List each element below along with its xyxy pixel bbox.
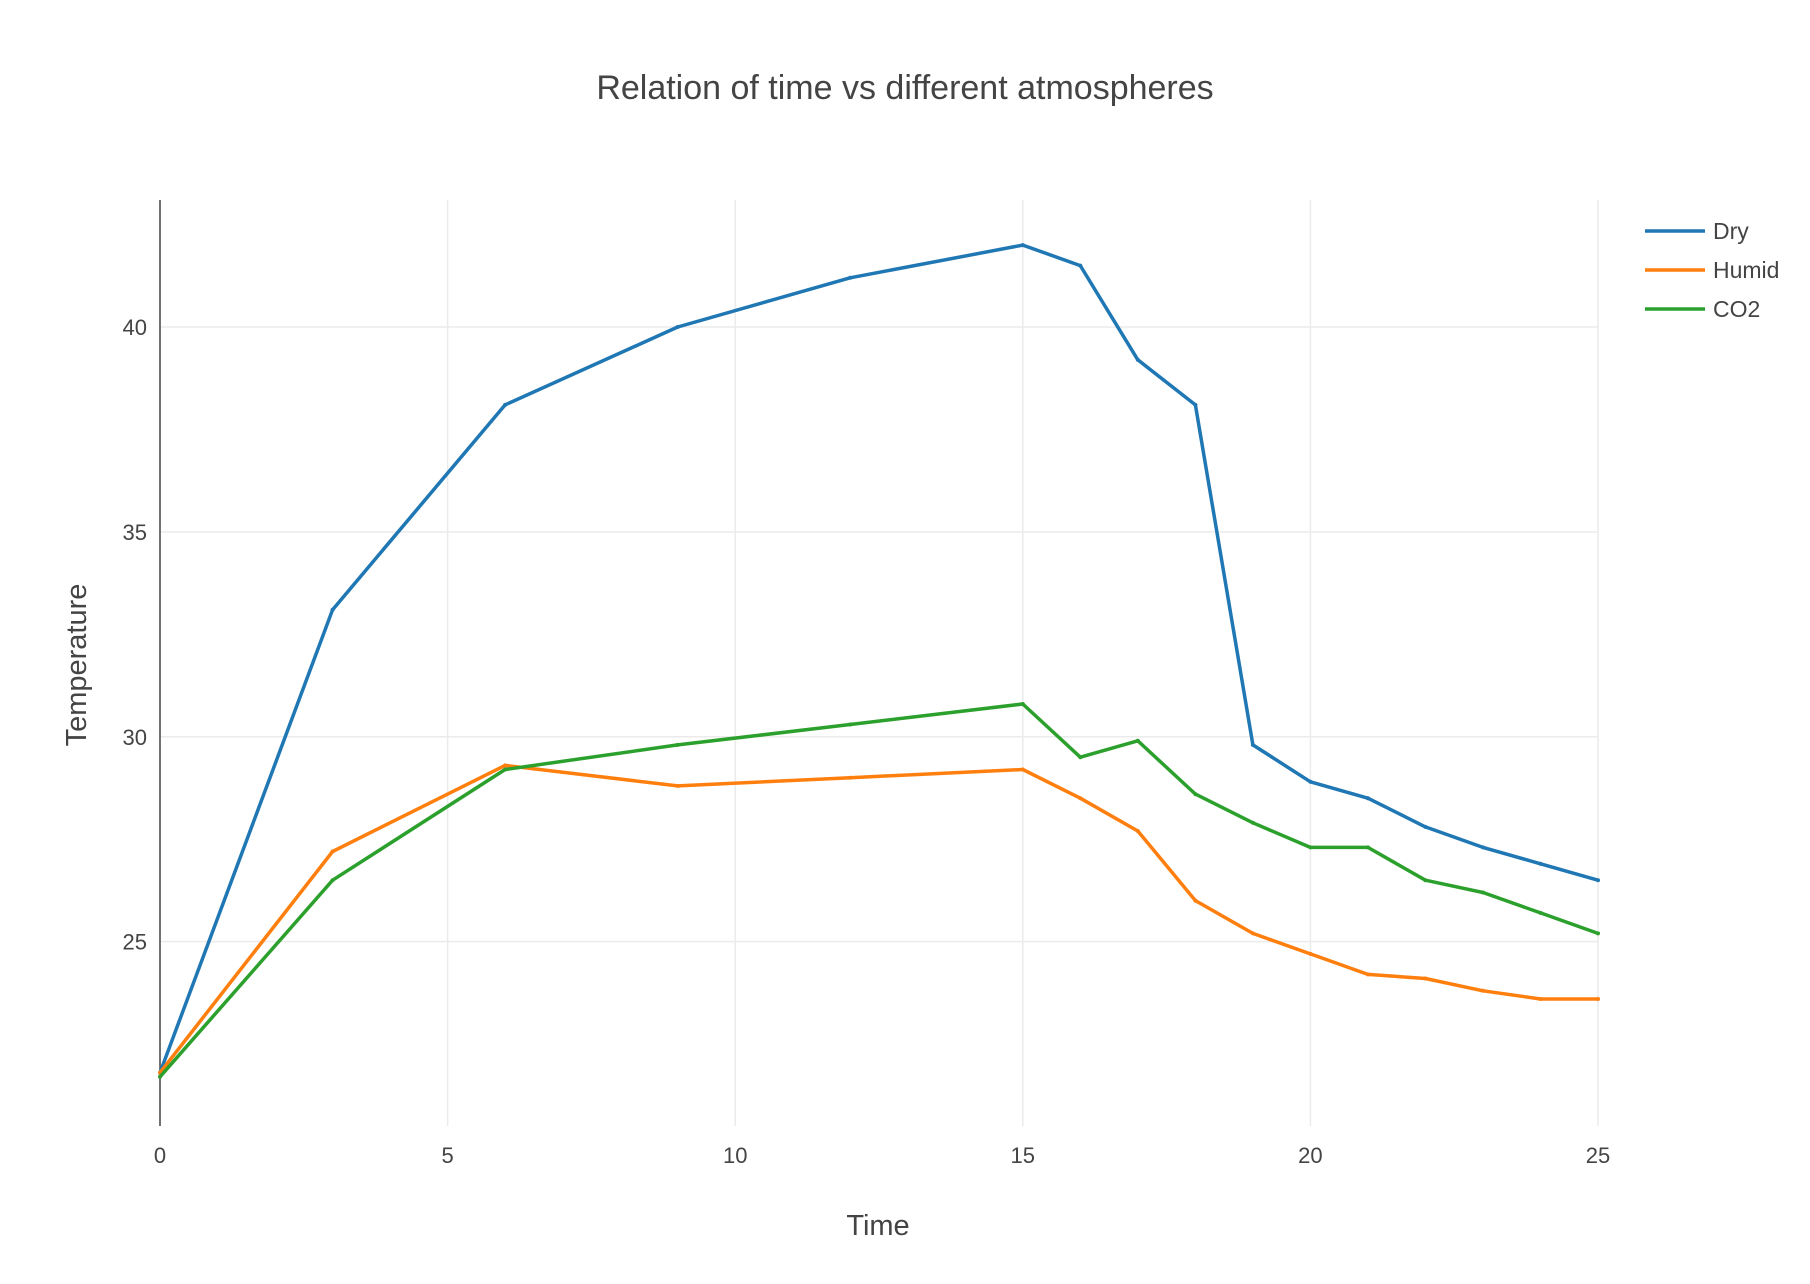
data-point-humid <box>1365 972 1370 977</box>
data-point-co2 <box>1250 820 1255 825</box>
data-point-co2 <box>1193 792 1198 797</box>
legend-item-co2[interactable]: CO2 <box>1645 296 1760 322</box>
data-point-co2 <box>503 767 508 772</box>
data-point-dry <box>1481 845 1485 850</box>
data-point-dry <box>1423 824 1428 829</box>
data-point-humid <box>1308 951 1313 956</box>
x-axis-title: Time <box>846 1210 909 1242</box>
data-point-co2 <box>158 1074 162 1079</box>
data-point-humid <box>1078 796 1083 801</box>
data-point-dry <box>1250 742 1255 747</box>
x-tick-label: 25 <box>1586 1143 1610 1168</box>
legend-label: Dry <box>1713 218 1749 244</box>
data-point-humid <box>1481 988 1485 993</box>
legend-label: Humid <box>1713 257 1779 283</box>
data-point-co2 <box>1481 890 1485 895</box>
data-point-humid <box>1250 931 1255 936</box>
series-line-humid[interactable] <box>158 763 1600 1075</box>
legend-label: CO2 <box>1713 296 1760 322</box>
data-point-humid <box>675 783 680 788</box>
data-point-dry <box>1308 779 1313 784</box>
data-point-humid <box>1538 997 1543 1001</box>
data-point-humid <box>1193 898 1198 903</box>
data-point-dry <box>1135 357 1140 362</box>
data-point-dry <box>1365 796 1370 801</box>
legend[interactable]: Dry Humid CO2 <box>1645 218 1779 322</box>
data-point-co2 <box>848 722 853 727</box>
data-point-humid <box>848 775 853 780</box>
data-point-dry <box>1078 263 1083 268</box>
data-point-dry <box>1538 861 1543 866</box>
series-lines <box>158 243 1600 1079</box>
data-point-humid <box>1020 767 1025 772</box>
data-point-co2 <box>1423 878 1428 883</box>
data-point-dry <box>1193 402 1198 407</box>
data-point-dry <box>503 402 508 407</box>
x-tick-label: 10 <box>723 1143 747 1168</box>
x-tick-label: 0 <box>154 1143 166 1168</box>
data-point-co2 <box>330 878 335 883</box>
y-tick-label: 35 <box>123 520 147 545</box>
data-point-humid <box>1596 997 1600 1001</box>
data-point-dry <box>675 325 680 329</box>
data-point-dry <box>330 607 335 612</box>
chart-title: Relation of time vs different atmosphere… <box>596 69 1213 107</box>
data-point-dry <box>1020 243 1025 248</box>
y-tick-label: 25 <box>123 930 147 955</box>
y-tick-label: 40 <box>123 315 147 340</box>
series-line-dry[interactable] <box>158 243 1600 1075</box>
legend-item-dry[interactable]: Dry <box>1645 218 1749 244</box>
data-point-humid <box>1135 829 1140 833</box>
data-point-dry <box>1596 878 1600 883</box>
y-tick-label: 30 <box>123 725 147 750</box>
data-point-co2 <box>1020 702 1025 706</box>
series-line-co2[interactable] <box>158 702 1600 1079</box>
grid-lines <box>160 200 1599 1126</box>
data-point-humid <box>1423 976 1428 981</box>
x-tick-label: 20 <box>1298 1143 1322 1168</box>
data-point-co2 <box>1365 845 1370 850</box>
data-point-co2 <box>1078 755 1083 760</box>
x-tick-label: 15 <box>1011 1143 1035 1168</box>
data-point-humid <box>330 849 335 854</box>
tick-labels: 0 5 10 15 20 25 25 30 35 40 <box>123 315 1611 1168</box>
data-point-co2 <box>1538 910 1543 915</box>
data-point-co2 <box>1135 738 1140 743</box>
y-axis-title: Temperature <box>61 584 93 747</box>
data-point-co2 <box>1308 845 1313 850</box>
data-point-co2 <box>1596 931 1600 936</box>
legend-item-humid[interactable]: Humid <box>1645 257 1779 283</box>
x-tick-label: 5 <box>441 1143 453 1168</box>
data-point-co2 <box>675 742 680 747</box>
data-point-humid <box>503 763 508 768</box>
data-point-dry <box>848 275 853 280</box>
